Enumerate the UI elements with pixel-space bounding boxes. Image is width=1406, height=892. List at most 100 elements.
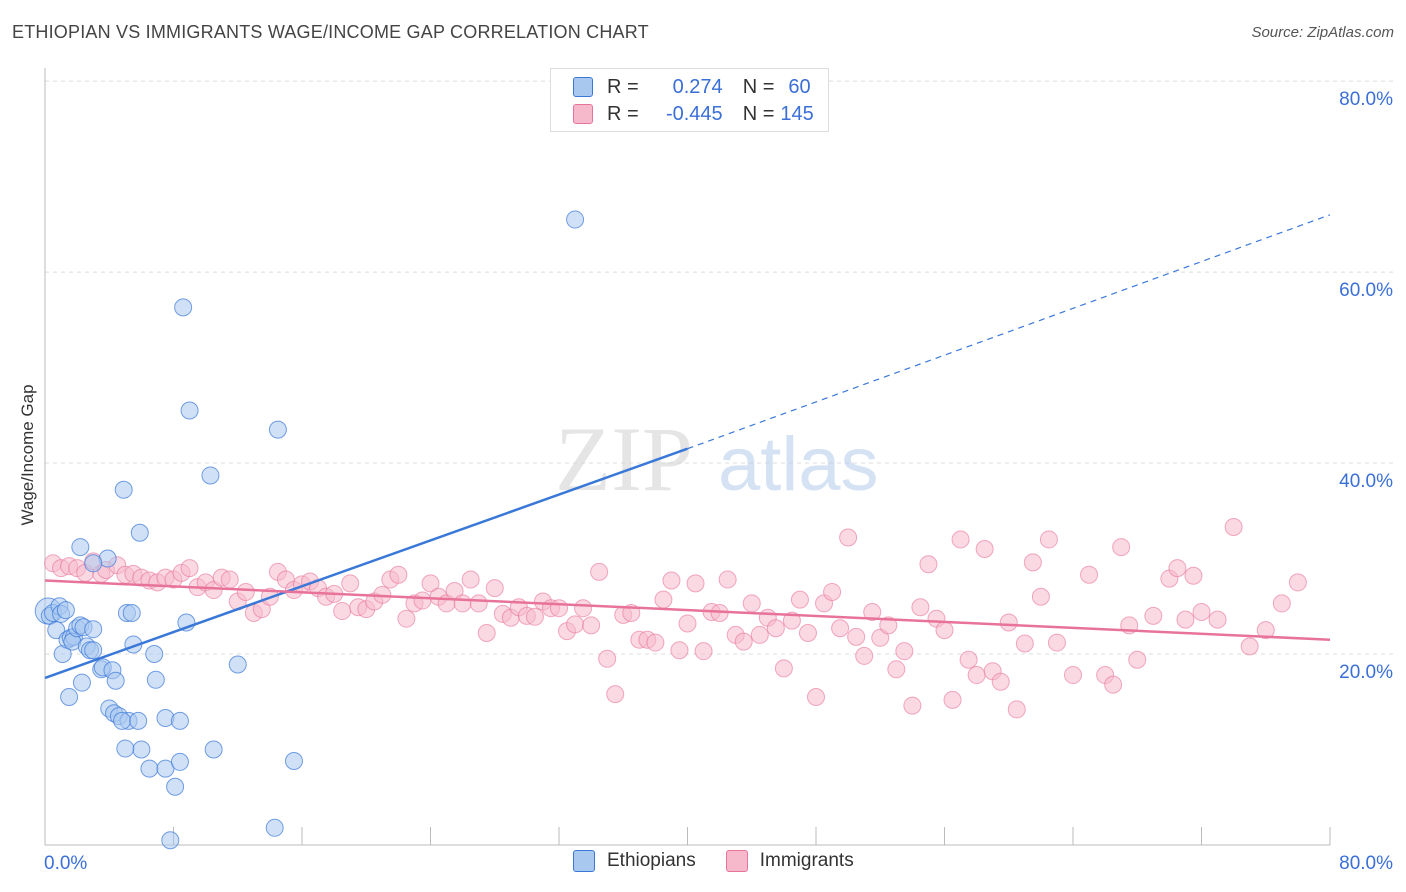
immigrants-point <box>1208 610 1227 629</box>
immigrants-point <box>742 594 761 613</box>
immigrants-point <box>750 625 769 644</box>
immigrants-point <box>774 659 793 678</box>
ethiopians-point <box>60 687 79 706</box>
ethiopians-point <box>84 554 103 573</box>
chart-title: ETHIOPIAN VS IMMIGRANTS WAGE/INCOME GAP … <box>12 22 649 42</box>
immigrants-point <box>1064 666 1082 685</box>
immigrants-point <box>959 650 978 669</box>
ethiopians-point <box>145 645 164 664</box>
immigrants-point <box>895 642 914 661</box>
immigrants-point <box>807 687 825 706</box>
ethiopians-point <box>113 711 132 730</box>
immigrants-point <box>220 570 239 589</box>
ethiopians-point <box>201 466 220 485</box>
ethiopians-point <box>122 603 141 622</box>
ethiopians-point <box>56 601 75 620</box>
ethiopians-point <box>284 751 303 770</box>
immigrants-point <box>686 574 705 593</box>
ethiopians-swatch <box>573 77 593 97</box>
immigrants-point <box>839 528 858 547</box>
immigrants-point <box>879 616 898 635</box>
legend-n-value: 145 <box>780 102 814 125</box>
watermark-atlas: atlas <box>718 422 879 507</box>
immigrants-point <box>525 607 544 626</box>
y-axis-label: Wage/Income Gap <box>18 384 37 525</box>
immigrants-swatch <box>573 104 593 124</box>
immigrants-point <box>831 619 850 638</box>
immigrants-point <box>1104 675 1123 694</box>
ethiopians-point <box>228 655 247 674</box>
legend-r-label: R = <box>607 75 639 98</box>
immigrants-point <box>236 582 255 601</box>
trend-lines <box>44 214 1331 680</box>
legend-r-label: R = <box>607 102 639 125</box>
legend-row-ethiopians: R = 0.274 N = 60 <box>573 74 811 100</box>
ethiopians-point <box>130 523 149 542</box>
immigrants-point <box>550 599 568 618</box>
axes <box>44 68 1331 846</box>
immigrants-point <box>1192 603 1211 622</box>
immigrants-point <box>975 539 994 558</box>
ethiopians-point <box>132 740 151 759</box>
immigrants-point <box>790 590 809 609</box>
stats-legend: R = 0.274 N = 60 R = -0.445 N = 145 <box>550 68 829 132</box>
immigrants-point <box>574 599 593 618</box>
immigrants-point <box>1144 606 1163 625</box>
y-tick-label: 20.0% <box>1339 662 1393 683</box>
ethiopians-point <box>161 831 180 850</box>
ethiopians-legend-label: Ethiopians <box>607 850 696 871</box>
ethiopians-point <box>72 673 91 692</box>
y-tick-label: 60.0% <box>1339 280 1393 301</box>
ethiopians-point <box>146 670 165 689</box>
immigrants-point <box>1112 538 1131 557</box>
ethiopians-points <box>34 210 585 850</box>
immigrants-point <box>397 609 416 628</box>
immigrants-point <box>453 594 472 613</box>
x-tick-label: 0.0% <box>44 853 87 874</box>
ethiopians-point <box>84 641 103 660</box>
ethiopians-point <box>106 671 125 690</box>
ethiopians-point <box>71 538 90 557</box>
ethiopians-point <box>265 818 284 837</box>
immigrants-point <box>333 602 352 621</box>
legend-r-value: 0.274 <box>672 75 723 98</box>
immigrants-point <box>943 690 962 709</box>
immigrants-point <box>421 574 440 593</box>
immigrants-point <box>823 582 842 601</box>
ethiopians-legend-swatch <box>573 850 595 872</box>
immigrants-point <box>1047 633 1066 652</box>
y-tick-label: 40.0% <box>1339 471 1393 492</box>
tick-labels: 20.0% 40.0% 60.0% 80.0% 0.0% 80.0% <box>44 89 1393 874</box>
immigrants-point <box>1184 566 1203 585</box>
immigrants-point <box>662 571 681 590</box>
ethiopians-point <box>170 711 189 730</box>
immigrants-point <box>1080 565 1099 584</box>
immigrants-point <box>887 660 906 679</box>
series-legend: Ethiopians Immigrants <box>573 850 854 872</box>
legend-row-immigrants: R = -0.445 N = 145 <box>573 101 814 127</box>
immigrants-point <box>847 627 866 646</box>
immigrants-point <box>991 672 1010 691</box>
immigrants-point <box>718 570 737 589</box>
immigrants-point <box>766 619 785 638</box>
ethiopians-point <box>268 420 287 439</box>
legend-n-value: 60 <box>788 75 811 98</box>
immigrants-point <box>654 590 673 609</box>
immigrants-point <box>461 570 480 589</box>
legend-n-label: N = <box>742 75 775 98</box>
immigrants-point <box>935 621 954 640</box>
immigrants-point <box>1272 594 1291 613</box>
chart-source: Source: ZipAtlas.com <box>1251 24 1394 41</box>
ethiopians-trend-extension <box>687 214 1331 450</box>
immigrants-trend-line <box>44 579 1331 641</box>
immigrants-points <box>44 518 1307 719</box>
immigrants-point <box>1023 553 1042 572</box>
ethiopians-point <box>566 210 585 229</box>
immigrants-point <box>855 646 874 665</box>
immigrants-point <box>180 559 199 578</box>
immigrants-point <box>1128 650 1147 669</box>
ethiopians-point <box>129 711 148 730</box>
immigrants-point <box>606 685 625 704</box>
x-tick-label: 80.0% <box>1339 853 1393 874</box>
immigrants-point <box>1288 573 1307 592</box>
